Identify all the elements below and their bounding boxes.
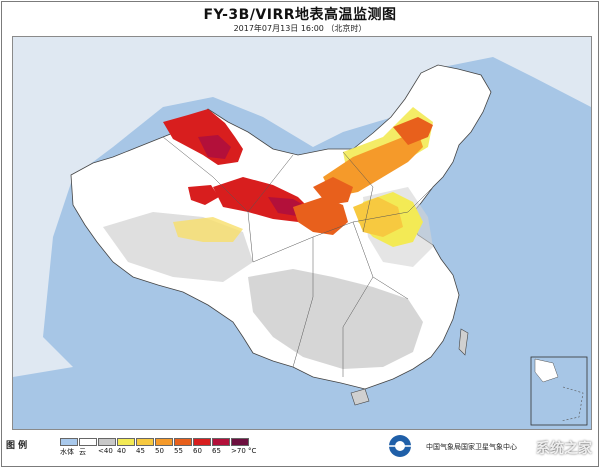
legend-swatch-1 (79, 438, 97, 446)
legend-swatch-6 (174, 438, 192, 446)
organization-text: 中国气象局国家卫星气象中心 (426, 443, 517, 451)
map-subtitle: 2017年07月13日 16:00 （北京时） (233, 24, 367, 33)
legend: 水体云 <40 40 45 50 55 60 65 >70 °C (60, 438, 256, 458)
cma-logo-icon (389, 435, 411, 457)
legend-label-3: 40 (117, 447, 126, 455)
legend-label-9: >70 (231, 447, 246, 455)
legend-label-4: 45 (136, 447, 145, 455)
zone-60-tarim-small (188, 185, 219, 205)
legend-swatch-7 (193, 438, 211, 446)
map-canvas (12, 36, 592, 430)
legend-label-1: 云 (79, 448, 86, 456)
legend-label-0: 水体 (60, 448, 74, 456)
legend-unit: °C (248, 447, 257, 455)
legend-swatch-9 (231, 438, 249, 446)
legend-swatch-8 (212, 438, 230, 446)
legend-title: 图 例 (6, 441, 28, 451)
zone-50-hebei (353, 197, 403, 237)
legend-label-2: <40 (98, 447, 113, 455)
zone-50-innermongolia (323, 132, 423, 197)
legend-label-8: 65 (212, 447, 221, 455)
zone-55-northeast (393, 117, 433, 145)
legend-label-7: 60 (193, 447, 202, 455)
china-temperature-map (13, 37, 591, 429)
legend-swatch-0 (60, 438, 78, 446)
province-boundaries (162, 136, 434, 377)
footer-logos: 中国气象局国家卫星气象中心 (386, 432, 596, 464)
legend-swatch-2 (98, 438, 116, 446)
hainan (350, 388, 370, 406)
legend-swatch-4 (136, 438, 154, 446)
legend-label-5: 50 (155, 447, 164, 455)
legend-swatch-5 (155, 438, 173, 446)
taiwan (458, 328, 469, 356)
zone-55-ningxia (313, 177, 353, 205)
watermark-text: 系统之家 (536, 441, 592, 457)
zone-under-40-south (248, 269, 423, 369)
map-title: FY-3B/VIRR地表高温监测图 (203, 7, 397, 23)
zone-65-xinjiang-core (198, 135, 231, 159)
zone-55-hexi (293, 197, 348, 235)
neighbor-land (13, 37, 591, 377)
legend-label-6: 55 (174, 447, 183, 455)
legend-swatch-3 (117, 438, 135, 446)
zone-40-west (173, 217, 243, 242)
